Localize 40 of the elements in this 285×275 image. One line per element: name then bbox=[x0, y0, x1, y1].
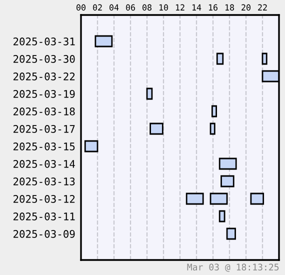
bar bbox=[186, 192, 204, 205]
x-tick-label: 14 bbox=[192, 4, 202, 10]
y-tick-label: 2025-03-13 bbox=[14, 178, 75, 186]
bar bbox=[150, 122, 164, 135]
bar bbox=[218, 210, 226, 222]
bar bbox=[226, 228, 236, 240]
bar bbox=[94, 35, 113, 48]
x-tick-label: 22 bbox=[258, 4, 267, 10]
y-tick-label: 2025-03-18 bbox=[14, 108, 75, 116]
y-tick-label: 2025-03-30 bbox=[14, 55, 75, 63]
y-tick-label: 2025-03-15 bbox=[14, 142, 75, 150]
y-tick-label: 2025-03-31 bbox=[14, 38, 75, 46]
x-tick-label: 08 bbox=[142, 4, 152, 11]
x-tick-label: 04 bbox=[110, 4, 119, 11]
bar bbox=[218, 158, 237, 170]
x-tick-label: 10 bbox=[159, 4, 168, 11]
bar bbox=[210, 122, 216, 135]
y-tick-label: 2025-03-17 bbox=[14, 125, 75, 133]
bar bbox=[84, 140, 98, 152]
x-tick-label: 02 bbox=[93, 4, 102, 11]
bar bbox=[211, 105, 217, 118]
bar bbox=[220, 175, 234, 188]
y-tick-label: 2025-03-19 bbox=[14, 90, 75, 98]
bar bbox=[250, 192, 264, 205]
x-tick-label: 16 bbox=[208, 4, 218, 11]
y-tick-label: 2025-03-14 bbox=[14, 160, 75, 168]
x-tick-label: 20 bbox=[242, 4, 250, 11]
text: Mar 03 @ 18:13:25 bbox=[187, 264, 279, 272]
y-tick-label: 2025-03-12 bbox=[14, 195, 75, 203]
x-tick-label: 18 bbox=[225, 4, 234, 11]
x-tick-label: 12 bbox=[176, 4, 184, 10]
x-tick-label: 06 bbox=[126, 4, 135, 11]
bar bbox=[210, 192, 228, 205]
bar bbox=[262, 52, 268, 65]
y-tick-label: 2025-03-22 bbox=[14, 72, 75, 80]
y-tick-label: 2025-03-11 bbox=[14, 212, 75, 220]
y-tick-label: 2025-03-09 bbox=[14, 230, 75, 238]
bar bbox=[216, 52, 224, 65]
x-tick-label: 00 bbox=[76, 4, 86, 11]
bar bbox=[146, 88, 153, 100]
